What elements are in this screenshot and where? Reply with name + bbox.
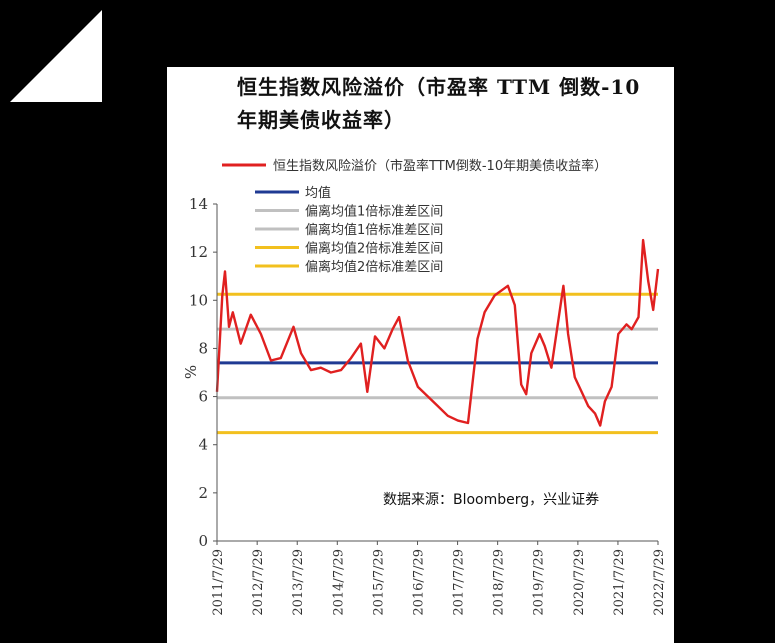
x-tick-label: 2020/7/29 — [572, 549, 587, 616]
risk-premium-series-line — [215, 238, 660, 427]
y-tick-label: 4 — [198, 436, 208, 454]
x-tick-label: 2018/7/29 — [492, 549, 507, 616]
source-note: 数据来源：Bloomberg，兴业证券 — [383, 492, 599, 508]
y-axis-label: % — [182, 365, 200, 379]
legend-label: 恒生指数风险溢价（市盈率TTM倒数-10年期美债收益率） — [273, 158, 607, 174]
chart-title: 恒生指数风险溢价（市盈率 TTM 倒数-10 年期美债收益率） — [237, 75, 641, 132]
y-tick-label: 2 — [198, 484, 208, 502]
x-tick-label: 2013/7/29 — [291, 549, 306, 616]
y-tick-label: 10 — [189, 291, 208, 309]
y-tick-label: 14 — [189, 195, 208, 213]
line-chart: 0 2 4 6 8 10 12 14 2011/7/29 2012/7/29 2013/7/29 20… — [182, 158, 667, 616]
legend-label: 偏离均值2倍标准差区间 — [305, 259, 443, 275]
corner-triangle-shape — [10, 10, 102, 102]
x-tick-label: 2022/7/29 — [652, 549, 667, 616]
chart-panel: 恒生指数风险溢价（市盈率 TTM 倒数-10 年期美债收益率） 0 2 4 6 8 10 1… — [167, 67, 674, 643]
legend-label: 偏离均值1倍标准差区间 — [305, 204, 443, 220]
x-tick-label: 2021/7/29 — [612, 549, 627, 616]
legend-label: 均值 — [305, 185, 331, 201]
x-tick-label: 2014/7/29 — [331, 549, 346, 616]
y-tick-label: 0 — [198, 532, 208, 550]
x-tick-label: 2017/7/29 — [452, 549, 467, 616]
legend-label: 偏离均值2倍标准差区间 — [305, 241, 443, 257]
x-tick-label: 2019/7/29 — [532, 549, 547, 616]
x-tick-label: 2015/7/29 — [371, 549, 386, 616]
y-tick-label: 8 — [198, 339, 208, 357]
x-tick-label: 2011/7/29 — [211, 549, 226, 616]
y-tick-label: 12 — [189, 243, 208, 261]
x-tick-label: 2016/7/29 — [412, 549, 427, 616]
legend-label: 偏离均值1倍标准差区间 — [305, 222, 443, 238]
y-tick-label: 6 — [198, 388, 208, 406]
x-tick-label: 2012/7/29 — [251, 549, 266, 616]
